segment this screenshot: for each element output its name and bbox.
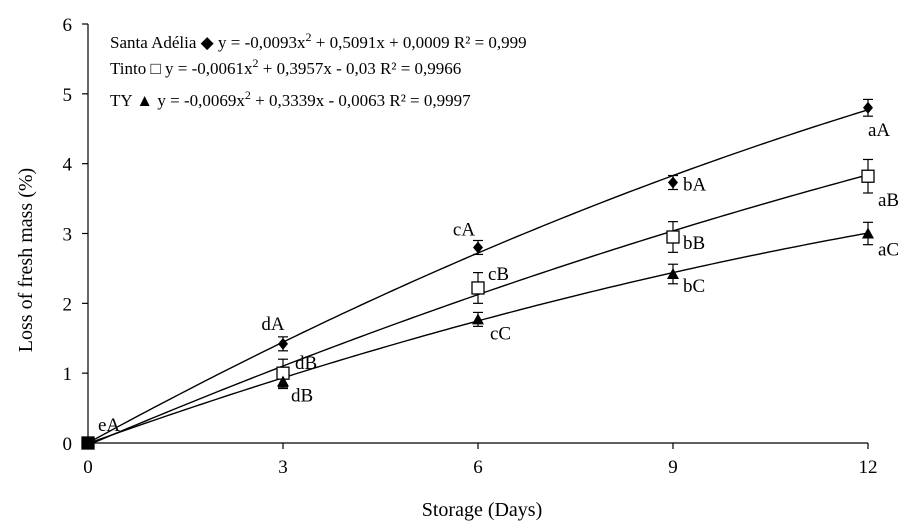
y-tick-label: 2 bbox=[63, 294, 73, 315]
error-bars bbox=[83, 98, 873, 444]
x-tick-label: 3 bbox=[278, 457, 288, 478]
data-point-square bbox=[666, 230, 680, 244]
y-axis-ticks: 0 1 2 3 4 5 6 bbox=[63, 15, 88, 455]
x-tick-label: 9 bbox=[668, 457, 678, 478]
axes bbox=[87, 24, 868, 444]
legend-equation: y = -0,0093x bbox=[218, 33, 306, 52]
fit-curve-ty bbox=[87, 232, 869, 444]
legend-superscript: 2 bbox=[253, 56, 259, 70]
point-annotation: dA bbox=[261, 314, 285, 335]
point-annotation: bA bbox=[683, 175, 707, 196]
legend-entry: Tinto □ y = -0,0061x2 + 0,3957x - 0,03 R… bbox=[110, 56, 461, 78]
y-tick-label: 0 bbox=[63, 434, 73, 455]
legend-equation-rest: + 0,5091x + 0,0009 R² = 0,999 bbox=[311, 33, 526, 52]
legend-series-name: TY bbox=[110, 91, 136, 110]
data-point-triangle bbox=[472, 313, 484, 325]
data-point-diamond bbox=[863, 101, 873, 114]
point-annotation: eA bbox=[98, 415, 120, 436]
point-annotation: aC bbox=[878, 240, 899, 261]
x-axis-title: Storage (Days) bbox=[422, 499, 543, 521]
y-tick-label: 6 bbox=[63, 15, 73, 36]
y-tick-label: 5 bbox=[63, 85, 73, 106]
data-point-origin bbox=[82, 437, 94, 449]
x-tick-label: 12 bbox=[859, 457, 878, 478]
y-tick-label: 1 bbox=[63, 364, 73, 385]
y-tick-label: 4 bbox=[63, 155, 73, 176]
legend-equation-rest: + 0,3339x - 0,0063 R² = 0,9997 bbox=[251, 91, 471, 110]
data-point-diamond bbox=[278, 337, 288, 350]
point-annotation: cC bbox=[490, 323, 511, 344]
point-annotation: dB bbox=[295, 353, 317, 374]
x-tick-label: 0 bbox=[83, 457, 93, 478]
data-point-triangle bbox=[862, 227, 874, 239]
point-annotation: aA bbox=[868, 120, 890, 141]
data-point-diamond bbox=[668, 176, 678, 189]
point-annotation: bC bbox=[683, 276, 705, 297]
data-point-triangle bbox=[277, 375, 289, 387]
legend-symbol: □ bbox=[150, 59, 165, 78]
legend-symbol: ◆ bbox=[201, 33, 218, 52]
legend-entry: TY ▲ y = -0,0069x2 + 0,3339x - 0,0063 R²… bbox=[110, 88, 471, 110]
data-point-triangle bbox=[667, 268, 679, 280]
point-annotation: bB bbox=[683, 233, 705, 254]
data-point-square bbox=[861, 169, 875, 183]
legend-equation: y = -0,0061x bbox=[165, 59, 253, 78]
y-tick-label: 3 bbox=[63, 225, 73, 246]
legend-series-name: Tinto bbox=[110, 59, 150, 78]
legend-superscript: 2 bbox=[305, 30, 311, 44]
x-axis-ticks: 0 3 6 9 12 bbox=[83, 443, 878, 478]
data-point-diamond bbox=[473, 241, 483, 254]
legend-equation: y = -0,0069x bbox=[157, 91, 245, 110]
point-annotation: aB bbox=[878, 190, 899, 211]
data-point-square bbox=[471, 281, 485, 295]
legend-equation-rest: + 0,3957x - 0,03 R² = 0,9966 bbox=[259, 59, 462, 78]
x-tick-label: 6 bbox=[473, 457, 483, 478]
legend-superscript: 2 bbox=[245, 88, 251, 102]
legend-symbol: ▲ bbox=[136, 91, 157, 110]
data-points bbox=[81, 101, 875, 450]
legend-series-name: Santa Adélia bbox=[110, 33, 201, 52]
point-annotation: cB bbox=[488, 264, 509, 285]
y-axis-title: Loss of fresh mass (%) bbox=[15, 168, 37, 352]
point-annotations: eA dA cA bA aA dB cB bB aB dB cC bC aC bbox=[98, 120, 899, 436]
legend-entry: Santa Adélia ◆ y = -0,0093x2 + 0,5091x +… bbox=[110, 30, 527, 52]
point-annotation: cA bbox=[453, 219, 475, 240]
point-annotation: dB bbox=[291, 386, 313, 407]
legend: Santa Adélia ◆ y = -0,0093x2 + 0,5091x +… bbox=[110, 30, 527, 110]
